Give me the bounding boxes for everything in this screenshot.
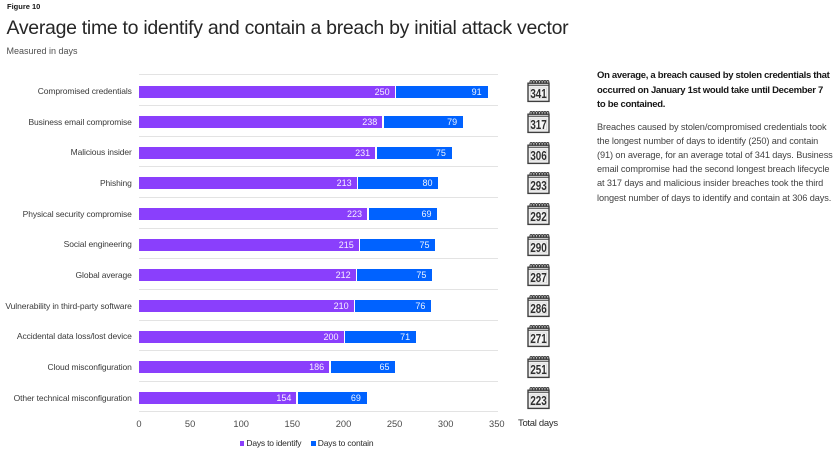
svg-text:293: 293 [530,178,546,193]
svg-text:290: 290 [530,240,546,255]
svg-text:317: 317 [530,117,546,132]
svg-text:251: 251 [530,362,546,377]
svg-text:292: 292 [530,209,546,224]
svg-text:223: 223 [530,393,546,408]
svg-text:286: 286 [530,301,546,316]
svg-text:306: 306 [530,148,546,163]
svg-text:287: 287 [530,270,546,285]
svg-text:341: 341 [530,86,546,101]
svg-text:271: 271 [530,331,546,346]
